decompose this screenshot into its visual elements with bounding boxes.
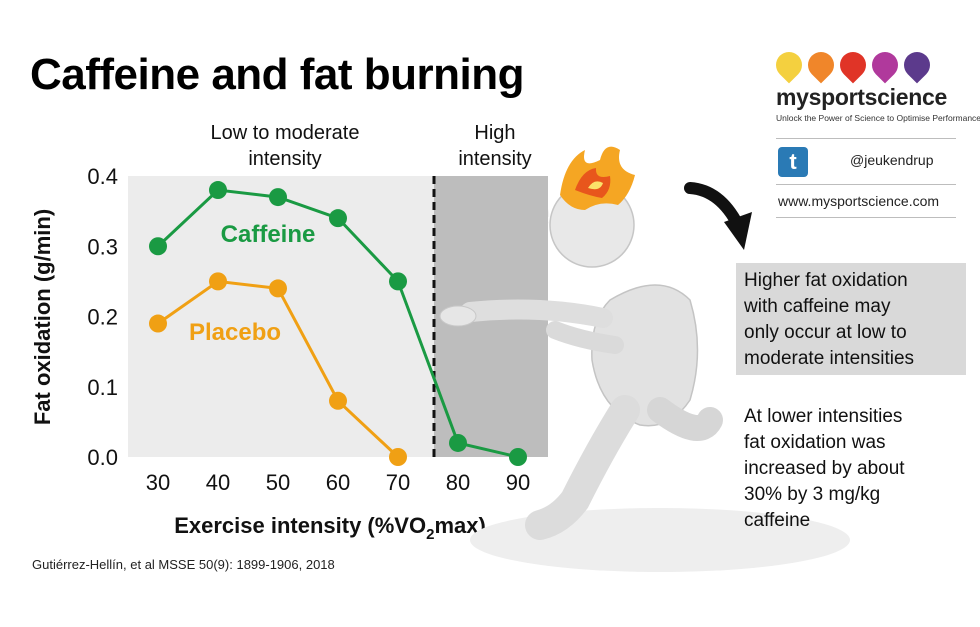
x-tick-label: 40 (206, 470, 230, 495)
divider (776, 184, 956, 185)
y-axis-label: Fat oxidation (g/min) (30, 209, 55, 425)
y-tick-label: 0.3 (87, 234, 118, 259)
x-tick-label: 90 (506, 470, 530, 495)
x-tick-label: 30 (146, 470, 170, 495)
callout-line: only occur at low to (744, 322, 907, 343)
x-tick-label: 80 (446, 470, 470, 495)
figure-left-hand (439, 305, 477, 327)
caffeine-point (209, 181, 227, 200)
figure-front-leg (525, 395, 640, 540)
divider (776, 217, 956, 218)
figure-back-leg (647, 397, 723, 441)
callout-line: caffeine (744, 510, 811, 531)
callout-line: with caffeine may (744, 296, 891, 317)
x-axis-label: Exercise intensity (%VO2max) (174, 513, 486, 543)
arrow-head-icon (724, 212, 752, 250)
callout-line: fat oxidation was (744, 432, 886, 453)
callout-line: 30% by 3 mg/kg (744, 484, 881, 505)
caffeine-series-label: Caffeine (221, 221, 316, 248)
x-tick-label: 50 (266, 470, 290, 495)
y-tick-label: 0.1 (87, 375, 118, 400)
y-tick-label: 0.0 (87, 445, 118, 470)
twitter-handle[interactable]: @jeukendrup (850, 152, 934, 168)
figure-left-arm (460, 299, 613, 328)
placebo-point (209, 272, 227, 291)
brand-tagline: Unlock the Power of Science to Optimise … (776, 113, 980, 123)
caffeine-point (269, 188, 287, 207)
brand-dots (770, 46, 966, 84)
zone-label-low-moderate: Low to moderate intensity (190, 120, 380, 172)
divider (776, 138, 956, 139)
placebo-series-label: Placebo (189, 319, 281, 346)
callout-line: At lower intensities (744, 406, 903, 427)
placebo-point (329, 391, 347, 410)
brand-dot (834, 46, 872, 84)
figure-right-arm (546, 321, 624, 354)
caffeine-point (329, 209, 347, 228)
brand-dot (770, 46, 808, 84)
callout-line: moderate intensities (744, 348, 915, 369)
caffeine-point (509, 448, 527, 466)
brand-name: mysportscience (776, 84, 947, 110)
callout-box: Higher fat oxidation with caffeine may o… (736, 263, 966, 375)
brand-dot (866, 46, 904, 84)
caffeine-point (449, 433, 467, 452)
zone-label-line: High (474, 122, 516, 144)
placebo-point (389, 448, 407, 466)
zone-label-line: intensity (458, 148, 532, 170)
twitter-icon: t (778, 147, 808, 177)
brand-logo: mysportscience Unlock the Power of Scien… (770, 46, 980, 123)
callout-line: increased by about (744, 458, 905, 479)
fire-icon (560, 146, 635, 210)
zone-label-line: intensity (248, 148, 322, 170)
running-figure-illustration (439, 146, 850, 572)
citation: Gutiérrez-Hellín, et al MSSE 50(9): 1899… (32, 557, 335, 572)
x-tick-label: 60 (326, 470, 350, 495)
callout-text: At lower intensities fat oxidation was i… (744, 404, 974, 534)
x-tick-label: 70 (386, 470, 410, 495)
low-intensity-zone (128, 176, 434, 457)
page-title: Caffeine and fat burning (30, 50, 525, 99)
placebo-point (269, 279, 287, 298)
placebo-point (149, 314, 167, 333)
brand-dot (898, 46, 936, 84)
caffeine-point (149, 237, 167, 256)
website-link[interactable]: www.mysportscience.com (778, 193, 940, 209)
caffeine-point (389, 272, 407, 291)
zone-label-line: Low to moderate (210, 122, 360, 144)
y-tick-label: 0.4 (87, 164, 118, 189)
arrow-icon (684, 182, 744, 231)
y-tick-label: 0.2 (87, 305, 118, 330)
zone-label-high: High intensity (445, 120, 545, 172)
brand-dot (802, 46, 840, 84)
figure-torso (591, 284, 699, 427)
callout-line: Higher fat oxidation (744, 270, 908, 291)
